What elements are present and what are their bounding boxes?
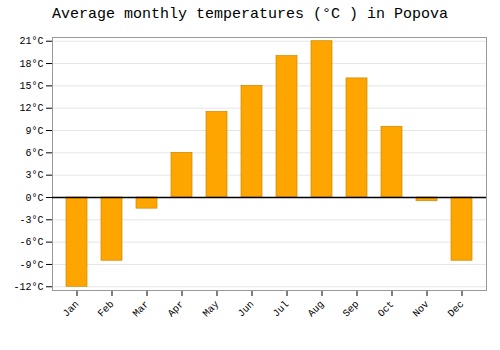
svg-text:15°C: 15°C	[19, 81, 43, 92]
svg-text:Jan: Jan	[61, 299, 82, 320]
svg-text:Oct: Oct	[376, 299, 397, 320]
svg-text:3°C: 3°C	[25, 170, 43, 181]
svg-text:6°C: 6°C	[25, 148, 43, 159]
svg-text:9°C: 9°C	[25, 126, 43, 137]
svg-text:-3°C: -3°C	[19, 215, 43, 226]
svg-text:-12°C: -12°C	[13, 282, 43, 293]
svg-text:0°C: 0°C	[25, 193, 43, 204]
svg-text:Jul: Jul	[271, 299, 292, 320]
svg-text:Feb: Feb	[96, 299, 117, 320]
svg-text:Mar: Mar	[131, 299, 152, 320]
svg-text:-9°C: -9°C	[19, 260, 43, 271]
svg-text:Sep: Sep	[341, 299, 362, 320]
svg-text:18°C: 18°C	[19, 59, 43, 70]
html-text:Average monthly temperatures (: Average monthly temperatures (°C ) in Po…	[52, 6, 448, 23]
svg-text:12°C: 12°C	[19, 103, 43, 114]
svg-text:-6°C: -6°C	[19, 237, 43, 248]
svg-text:Nov: Nov	[411, 299, 432, 320]
svg-text:May: May	[201, 299, 222, 320]
svg-text:Apr: Apr	[166, 299, 187, 320]
svg-text:Dec: Dec	[446, 299, 467, 320]
svg-text:Jun: Jun	[236, 299, 257, 320]
svg-text:21°C: 21°C	[19, 36, 43, 47]
svg-text:Aug: Aug	[306, 299, 327, 320]
